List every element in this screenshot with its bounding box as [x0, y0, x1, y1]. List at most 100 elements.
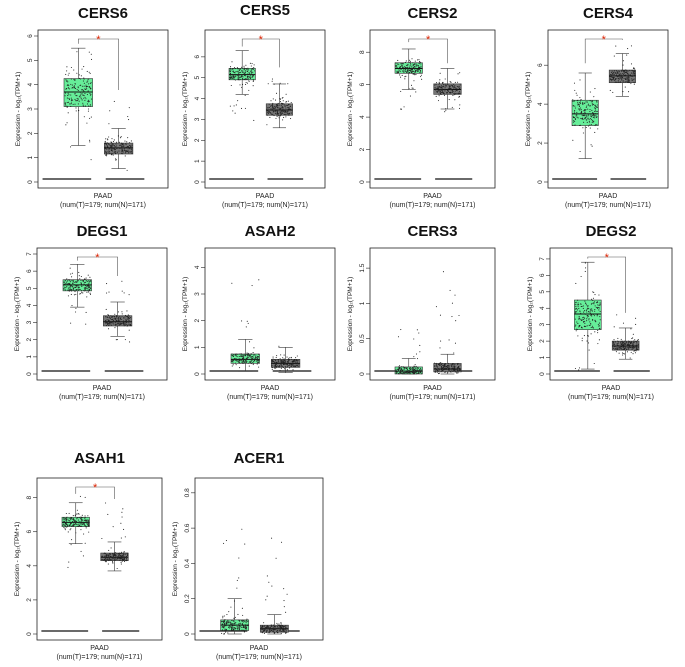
data-point	[583, 310, 586, 312]
data-point	[106, 155, 108, 157]
data-point	[399, 74, 401, 76]
data-point	[623, 77, 625, 79]
data-point	[403, 70, 405, 72]
y-tick-label: 6	[537, 63, 544, 67]
data-point	[277, 627, 279, 629]
data-point	[444, 111, 446, 113]
data-point	[105, 151, 107, 154]
data-point	[128, 317, 130, 320]
data-point	[87, 90, 89, 92]
data-point	[634, 339, 636, 341]
data-point	[410, 64, 412, 66]
data-point	[64, 102, 66, 104]
data-point	[452, 365, 454, 367]
data-point	[117, 319, 119, 321]
data-point	[226, 614, 228, 616]
data-point	[63, 520, 65, 522]
data-point	[609, 75, 612, 77]
data-point	[82, 516, 84, 518]
data-point	[238, 76, 240, 78]
data-point	[112, 319, 115, 322]
data-point	[444, 371, 446, 373]
data-point	[437, 100, 440, 102]
data-point	[125, 146, 127, 149]
data-point	[255, 356, 257, 358]
data-point	[637, 347, 639, 349]
data-point	[235, 359, 237, 361]
data-point	[580, 107, 582, 109]
data-point	[437, 87, 440, 89]
data-point	[274, 626, 276, 628]
data-point	[247, 356, 249, 358]
significance-bracket	[584, 38, 623, 64]
data-point	[449, 88, 451, 90]
data-point	[636, 348, 638, 350]
data-point	[438, 372, 440, 374]
data-point	[231, 360, 233, 363]
data-point	[86, 88, 88, 90]
y-tick-label: 4	[194, 265, 201, 269]
data-point	[585, 126, 587, 129]
data-point	[416, 372, 418, 374]
data-point	[75, 284, 77, 286]
data-point	[70, 100, 72, 102]
data-point	[286, 113, 288, 115]
data-point	[632, 342, 634, 344]
data-point	[107, 321, 109, 323]
data-point	[628, 74, 630, 77]
data-point	[238, 628, 240, 630]
data-point	[612, 77, 615, 79]
data-point	[586, 121, 588, 123]
data-point	[418, 369, 420, 371]
data-point	[104, 148, 106, 150]
data-point	[88, 51, 90, 53]
data-point	[104, 556, 106, 559]
data-point	[403, 370, 405, 372]
data-point	[241, 362, 243, 364]
data-point	[397, 336, 400, 338]
data-point	[589, 311, 591, 313]
data-point	[235, 355, 237, 357]
data-point	[580, 326, 583, 328]
data-point	[266, 625, 268, 627]
data-point	[238, 627, 240, 629]
data-point	[75, 95, 77, 97]
data-point	[246, 320, 248, 322]
data-point	[67, 92, 69, 94]
data-point	[245, 82, 247, 84]
data-point	[71, 518, 73, 520]
data-point	[412, 62, 414, 64]
data-point	[122, 554, 124, 556]
data-point	[242, 83, 244, 85]
data-point	[417, 367, 419, 369]
data-point	[250, 360, 252, 362]
data-point	[590, 314, 592, 316]
data-point	[454, 94, 456, 96]
data-point	[124, 553, 126, 556]
data-point	[406, 372, 408, 374]
y-tick-label: 3	[539, 322, 546, 326]
data-point	[112, 553, 114, 555]
data-point	[400, 367, 402, 369]
data-point	[221, 624, 223, 626]
data-point	[412, 368, 414, 370]
points-tumor	[395, 58, 423, 110]
data-point	[420, 66, 422, 68]
data-point	[81, 285, 83, 287]
data-point	[236, 67, 238, 69]
data-point	[83, 105, 85, 107]
data-point	[84, 496, 86, 498]
data-point	[618, 74, 620, 76]
data-point	[241, 358, 243, 360]
significance-star: *	[259, 34, 264, 46]
data-point	[122, 151, 124, 153]
data-point	[83, 116, 85, 118]
data-point	[622, 345, 624, 347]
data-point	[85, 527, 87, 529]
points-tumor	[572, 79, 599, 153]
data-point	[74, 521, 76, 523]
data-point	[131, 152, 133, 154]
data-point	[121, 315, 123, 317]
data-point	[73, 518, 75, 520]
data-point	[592, 291, 594, 293]
